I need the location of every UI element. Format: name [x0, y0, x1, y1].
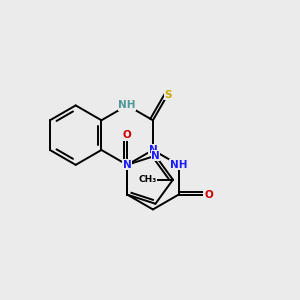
Text: NH: NH — [170, 160, 188, 170]
Text: N: N — [151, 151, 160, 161]
Text: O: O — [204, 190, 213, 200]
Text: N: N — [148, 145, 157, 155]
Text: S: S — [164, 89, 172, 100]
Text: CH₃: CH₃ — [139, 175, 157, 184]
Text: N: N — [123, 160, 131, 170]
Text: NH: NH — [118, 100, 136, 110]
Text: O: O — [123, 130, 131, 140]
